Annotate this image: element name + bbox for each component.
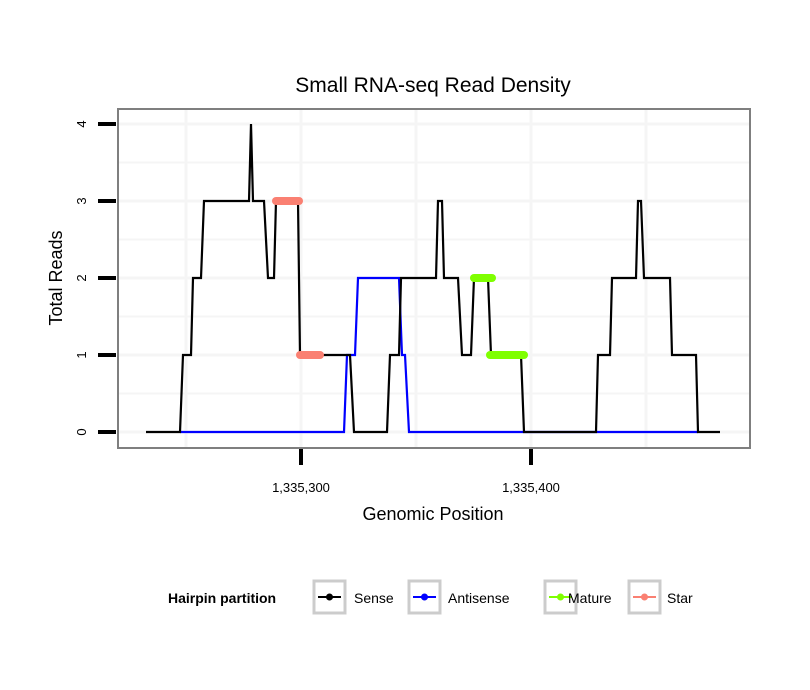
- series-antisense-line: [180, 276, 698, 434]
- legend-key-point: [557, 593, 564, 601]
- x-tick-label: 1,335,300: [272, 480, 330, 495]
- y-axis: 0 1 2 3 4: [74, 120, 116, 436]
- legend-title: Hairpin partition: [168, 590, 276, 606]
- series-group: [146, 123, 720, 434]
- y-tick-label: 3: [74, 197, 89, 204]
- y-tick-label: 2: [74, 274, 89, 281]
- y-tick-label: 1: [74, 351, 89, 358]
- y-tick-label: 0: [74, 428, 89, 435]
- chart-title: Small RNA-seq Read Density: [295, 74, 571, 97]
- x-tick-label: 1,335,400: [502, 480, 560, 495]
- legend-key-point: [421, 593, 428, 601]
- legend-label: Antisense: [448, 590, 510, 606]
- legend-key-point: [641, 593, 648, 601]
- legend-key-point: [326, 593, 333, 601]
- legend-label: Sense: [354, 590, 394, 606]
- x-axis-label: Genomic Position: [362, 504, 503, 524]
- legend-label: Mature: [568, 590, 612, 606]
- series-sense-line: [146, 123, 720, 434]
- y-axis-label: Total Reads: [46, 230, 66, 325]
- y-tick-label: 4: [74, 120, 89, 127]
- legend-label: Star: [667, 590, 693, 606]
- legend: Hairpin partition Sense Antisense Mature St…: [168, 579, 693, 615]
- x-axis: 1,335,300 1,335,400: [272, 449, 560, 495]
